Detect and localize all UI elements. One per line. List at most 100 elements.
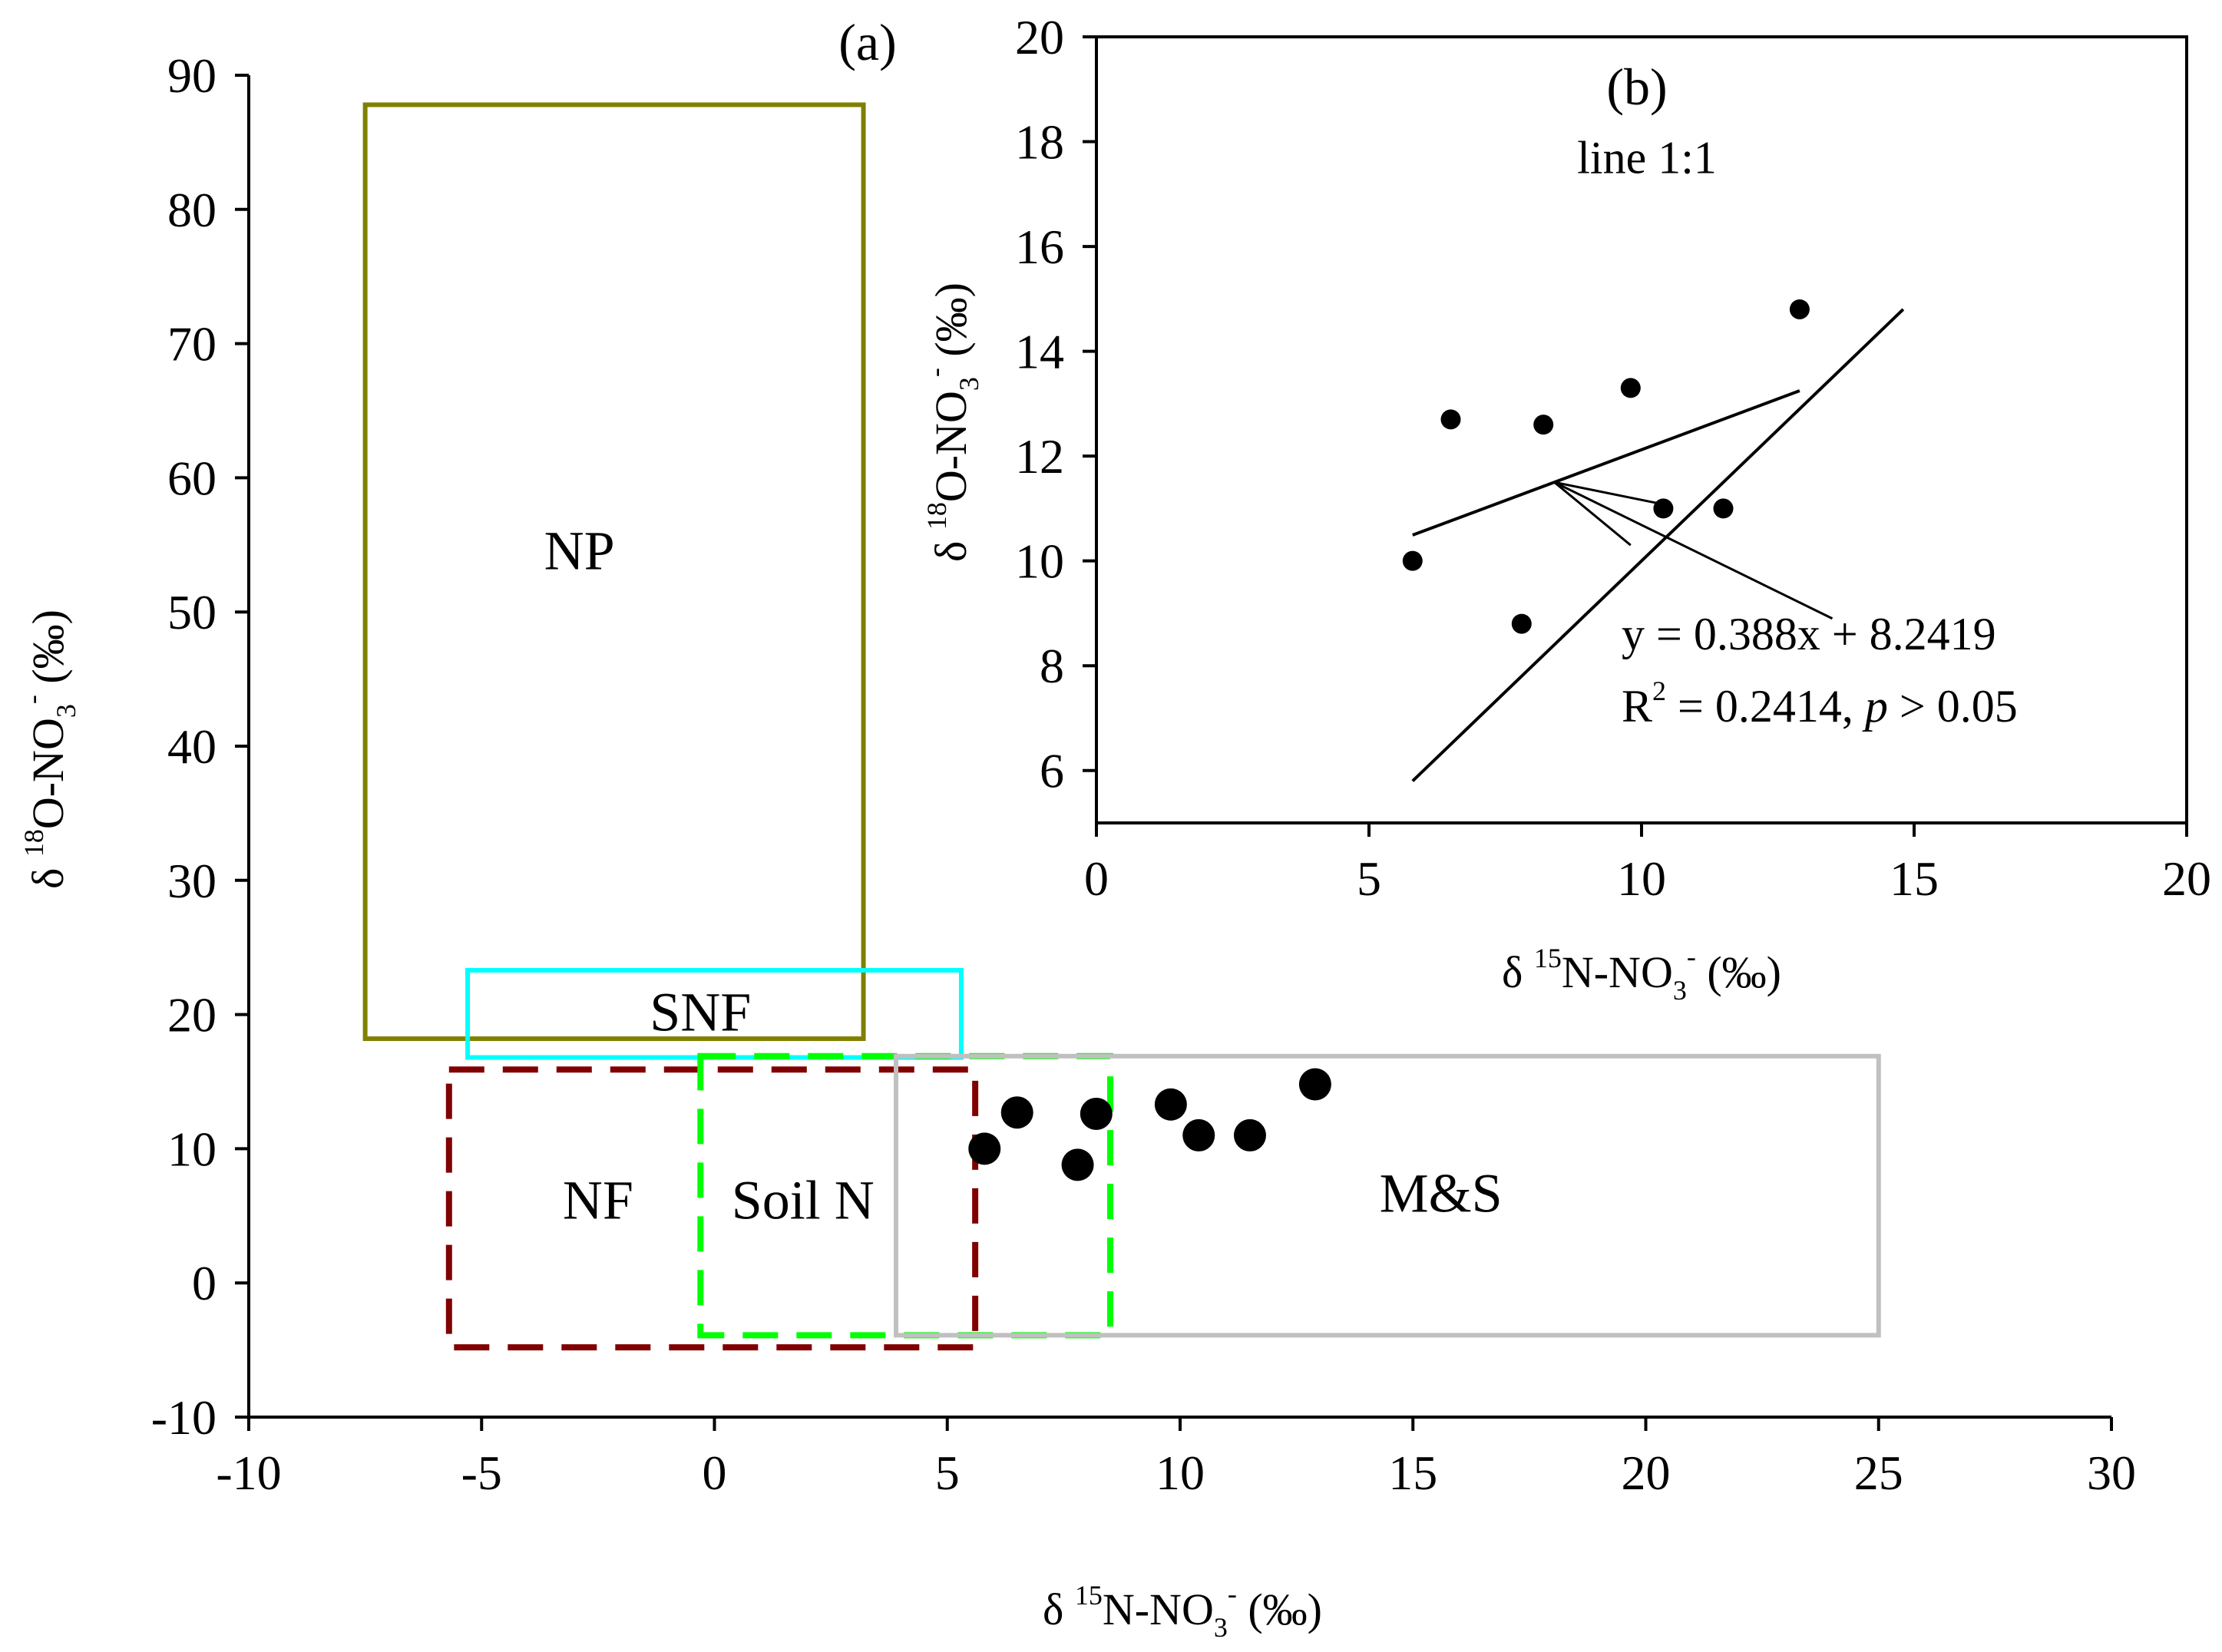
r2-sup: 2 bbox=[1652, 676, 1666, 706]
panel-b-x-tick-label: 20 bbox=[2162, 851, 2211, 906]
panel-a-xlabel-sub: 3 bbox=[1214, 1612, 1228, 1643]
panel-a-x-tick-label: 5 bbox=[935, 1446, 960, 1500]
panel-a-data-point bbox=[1000, 1096, 1033, 1129]
panel-b-data-point bbox=[1653, 498, 1674, 519]
panel-a-y-tick-label: 50 bbox=[167, 585, 217, 639]
regression-r2: R2 = 0.2414, p > 0.05 bbox=[1622, 676, 2018, 732]
panel-b-y-tick-label: 12 bbox=[1015, 429, 1064, 484]
panel-a-x-tick-label: 25 bbox=[1854, 1446, 1903, 1500]
panel-a-xlabel-sup2: - bbox=[1228, 1578, 1237, 1609]
source-box-np bbox=[362, 102, 866, 1042]
panel-a-xlabel-main: N-NO bbox=[1103, 1584, 1214, 1634]
panel-a-xlabel-sup: 15 bbox=[1075, 1580, 1103, 1611]
panel-b-y-tick-label: 14 bbox=[1015, 325, 1064, 379]
panel-a-y-ticks: -10 0 10 20 30 40 50 60 70 80 90 bbox=[151, 48, 249, 1445]
panel-b-y-tick-label: 16 bbox=[1015, 220, 1064, 274]
panel-b-y-tick-label: 18 bbox=[1015, 115, 1064, 170]
panel-a-ylabel-sup: 18 bbox=[18, 829, 49, 857]
source-box-label-np: NP bbox=[544, 520, 615, 581]
panel-a-xlabel-prefix: δ bbox=[1043, 1584, 1075, 1634]
panel-a-ylabel-prefix: δ bbox=[23, 857, 73, 889]
panel-a-y-tick-label: 60 bbox=[167, 451, 217, 505]
panel-b-y-ticks: 6 8 10 12 14 16 18 20 bbox=[1015, 10, 1096, 798]
line-1to1 bbox=[1411, 308, 1905, 782]
panel-b-y-tick-label: 20 bbox=[1015, 10, 1064, 64]
panel-a-data-point bbox=[1080, 1097, 1113, 1130]
regression-equation: y = 0.388x + 8.2419 bbox=[1622, 609, 1996, 659]
panel-a-ylabel-sup2: - bbox=[17, 695, 48, 704]
panel-b-ylabel-prefix: δ bbox=[926, 530, 976, 562]
panel-b-ylabel-suffix: (‰) bbox=[926, 282, 976, 368]
panel-b-xlabel-sup2: - bbox=[1687, 941, 1696, 972]
panel-a-data-point bbox=[968, 1132, 1001, 1165]
line-1to1-label: line 1:1 bbox=[1577, 132, 1717, 183]
panel-a-x-tick-label: 0 bbox=[703, 1446, 727, 1500]
panel-a-y-tick-label: 10 bbox=[167, 1122, 217, 1176]
panel-a-y-tick-label: 70 bbox=[167, 317, 217, 372]
panel-b-data-point bbox=[1440, 409, 1461, 430]
panel-a-x-axis-title: δ 15N-NO3- (‰) bbox=[1043, 1578, 1322, 1643]
source-box-label-nf: NF bbox=[563, 1169, 633, 1231]
source-boxes bbox=[362, 102, 1881, 1351]
panel-b-data-point bbox=[1511, 613, 1532, 634]
panel-b-data-point bbox=[1402, 550, 1423, 571]
regression-arrowhead-lower bbox=[1553, 481, 1632, 547]
panel-a-ylabel-suffix: (‰) bbox=[23, 610, 73, 695]
panel-b-xlabel-prefix: δ bbox=[1502, 947, 1534, 997]
panel-b-x-tick-label: 0 bbox=[1084, 851, 1109, 906]
regression-arrowhead-upper bbox=[1554, 481, 1658, 505]
panel-a-data-points bbox=[968, 1068, 1331, 1181]
panel-b-x-ticks: 0 5 10 15 20 bbox=[1084, 823, 2211, 906]
panel-b-data-point bbox=[1533, 415, 1554, 435]
source-box-m-s bbox=[894, 1053, 1881, 1338]
panel-a-ylabel-sub: 3 bbox=[51, 704, 81, 718]
panel-b-xlabel-main: N-NO bbox=[1562, 947, 1673, 997]
panel-b-ylabel-main: O-NO bbox=[926, 391, 976, 502]
panel-b-xlabel-sub: 3 bbox=[1673, 975, 1687, 1006]
panel-a-x-tick-label: 30 bbox=[2087, 1446, 2136, 1500]
panel-a-data-point bbox=[1298, 1068, 1331, 1101]
panel-b-ylabel-sup2: - bbox=[920, 368, 951, 377]
panel-b-label: (b) bbox=[1606, 58, 1667, 116]
panel-a-data-point bbox=[1061, 1148, 1094, 1181]
panel-a-y-tick-label: 30 bbox=[167, 854, 217, 908]
regression-line bbox=[1412, 389, 1800, 537]
r2-value: = 0.2414, bbox=[1666, 681, 1865, 732]
panel-a-x-tick-label: 10 bbox=[1156, 1446, 1205, 1500]
panel-a-xlabel-suffix: (‰) bbox=[1237, 1584, 1322, 1634]
panel-b-data-points bbox=[1402, 299, 1810, 634]
panel-a-y-tick-label: 20 bbox=[167, 988, 217, 1042]
panel-a-data-point bbox=[1182, 1118, 1215, 1151]
panel-b-y-axis-title: δ 18O-NO3- (‰) bbox=[920, 282, 984, 562]
panel-a-y-axis-title: δ 18O-NO3- (‰) bbox=[17, 610, 81, 889]
source-box-nf bbox=[445, 1066, 979, 1351]
panel-a-x-tick-label: -5 bbox=[461, 1446, 502, 1500]
panel-a-x-ticks: -10 -5 0 5 10 15 20 25 30 bbox=[216, 1417, 2136, 1500]
panel-a-label: (a) bbox=[838, 13, 896, 71]
panel-a-y-tick-label: 80 bbox=[167, 183, 217, 237]
panel-b-y-tick-label: 10 bbox=[1015, 534, 1064, 589]
panel-a-data-point bbox=[1233, 1118, 1266, 1151]
panel-b-x-tick-label: 5 bbox=[1357, 851, 1381, 906]
panel-a-x-tick-label: 20 bbox=[1622, 1446, 1671, 1500]
panel-a-y-tick-label: 40 bbox=[167, 719, 217, 774]
panel-a-ylabel-main: O-NO bbox=[23, 718, 73, 829]
panel-b-data-point bbox=[1789, 299, 1810, 319]
panel-b-data-point bbox=[1620, 378, 1641, 398]
panel-b-x-tick-label: 15 bbox=[1890, 851, 1939, 906]
panel-b-y-tick-label: 6 bbox=[1040, 744, 1064, 798]
panel-b-frame bbox=[1095, 35, 2188, 824]
panel-b-xlabel-suffix: (‰) bbox=[1696, 947, 1781, 997]
source-box-label-soil-n: Soil N bbox=[732, 1169, 875, 1231]
panel-a-data-point bbox=[1154, 1088, 1187, 1121]
panel-a-y-tick-label: 0 bbox=[192, 1256, 217, 1310]
panel-a-y-tick-label: -10 bbox=[151, 1390, 217, 1445]
r2-prefix: R bbox=[1622, 681, 1652, 732]
panel-b-data-point bbox=[1713, 498, 1734, 519]
p-value: > 0.05 bbox=[1888, 681, 2018, 732]
panel-b-x-tick-label: 10 bbox=[1617, 851, 1666, 906]
panel-b-x-axis-title: δ 15N-NO3- (‰) bbox=[1502, 941, 1781, 1006]
regression-arrow bbox=[1553, 481, 1833, 620]
p-symbol: p bbox=[1862, 681, 1888, 732]
